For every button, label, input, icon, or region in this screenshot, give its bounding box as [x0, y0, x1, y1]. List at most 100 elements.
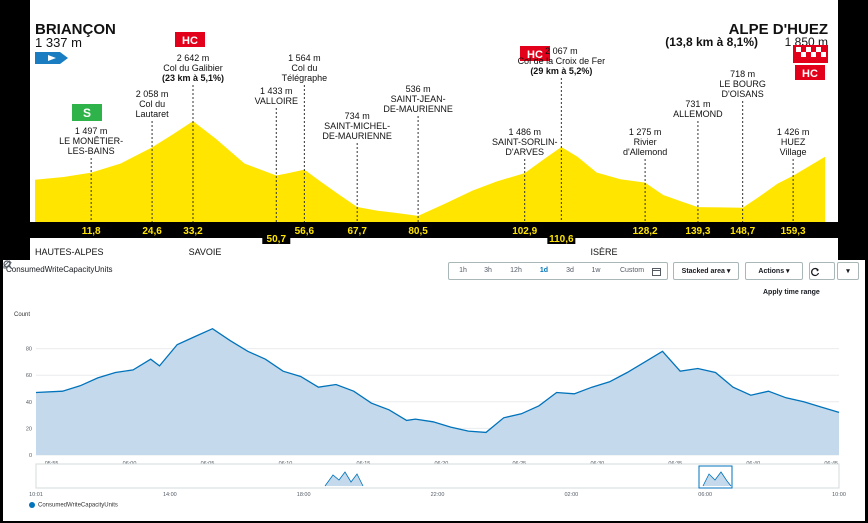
check-square — [806, 47, 811, 52]
range-1h[interactable]: 1h — [459, 267, 467, 274]
place-label: 1 275 m — [629, 127, 662, 137]
place-label: Col du — [139, 99, 165, 109]
actions-dropdown[interactable]: Actions ▾ — [745, 262, 803, 280]
place-label: SAINT-MICHEL- — [324, 121, 390, 131]
sprint-badge: S — [72, 104, 102, 121]
place-label: VALLOIRE — [255, 96, 298, 106]
hc-badge-label: HC — [527, 49, 543, 61]
chart-type-dropdown[interactable]: Stacked area ▾ — [673, 262, 739, 280]
range-3d[interactable]: 3d — [566, 267, 574, 274]
region-labels: HAUTES-ALPES SAVOIE ISÈRE — [35, 247, 618, 257]
range-1d[interactable]: 1d — [539, 267, 549, 274]
km-label: 148,7 — [730, 226, 755, 237]
checkered-pattern — [796, 47, 826, 57]
km-label: 159,3 — [781, 226, 806, 237]
caret-down-icon: ▾ — [786, 268, 790, 275]
range-1w[interactable]: 1w — [591, 267, 601, 274]
sprint-icon — [72, 104, 102, 121]
chart-series — [35, 327, 840, 455]
caret-down-icon: ▾ — [846, 268, 850, 275]
stage-profile-image: BRIANÇON 1 337 m ALPE D'HUEZ (13,8 km à … — [30, 0, 838, 260]
navigator-tick-label: 22:00 — [431, 492, 445, 498]
y-tick-label: 80 — [26, 347, 32, 353]
place-label: 1 426 m — [777, 127, 810, 137]
km-label: 102,9 — [512, 226, 537, 237]
km-label: 128,2 — [633, 226, 658, 237]
place-label: 1 486 m — [508, 127, 541, 137]
place-label: d'Allemond — [623, 147, 667, 157]
place-label: D'ARVES — [505, 147, 544, 157]
place-label: Télégraphe — [282, 73, 328, 83]
km-label: 80,5 — [408, 226, 428, 237]
navigator-series — [324, 471, 364, 487]
zoom-icon[interactable] — [3, 260, 13, 270]
navigator-tick-label: 18:00 — [297, 492, 311, 498]
series-area — [36, 328, 839, 455]
navigator-track — [35, 463, 840, 489]
legend-label: ConsumedWriteCapacityUnits — [38, 502, 118, 509]
sprint-badge-label: S — [83, 106, 91, 120]
hc-badge — [520, 46, 550, 61]
start-name: BRIANÇON — [35, 21, 116, 38]
km-label: 11,8 — [82, 226, 101, 237]
place-label: 536 m — [406, 84, 431, 94]
place-label: 734 m — [345, 111, 370, 121]
chart-type-label: Stacked area — [681, 268, 725, 275]
km-label: 139,3 — [685, 226, 710, 237]
time-navigator[interactable]: 10:01 14:00 18:00 22:00 02:00 06:00 10:00 — [29, 463, 846, 498]
refresh-icon — [811, 267, 820, 277]
region-label: HAUTES-ALPES — [35, 247, 104, 257]
place-label: 718 m — [730, 69, 755, 79]
hc-badge-label: HC — [802, 68, 818, 80]
navigator-tick-label: 14:00 — [163, 492, 177, 498]
refresh-button[interactable] — [809, 262, 835, 280]
y-tick-label: 60 — [26, 373, 32, 379]
range-custom[interactable]: Custom — [619, 267, 645, 274]
navigator-tick-label: 10:01 — [29, 492, 43, 498]
place-label: DE-MAURIENNE — [383, 104, 453, 114]
y-axis-label: Count — [14, 312, 30, 318]
legend-swatch — [29, 502, 35, 508]
place-label: SAINT-SORLIN- — [492, 137, 558, 147]
place-label: Lautaret — [136, 109, 170, 119]
check-square — [816, 47, 821, 52]
hc-badge — [175, 32, 205, 47]
calendar-icon[interactable] — [652, 267, 661, 276]
refresh-options-dropdown[interactable]: ▾ — [837, 262, 859, 280]
place-label: Col de la Croix de Fer — [518, 56, 606, 66]
place-label: 2 067 m — [545, 46, 578, 56]
caret-down-icon: ▾ — [726, 268, 731, 275]
km-label-bg — [262, 232, 291, 244]
place-label: Village — [780, 147, 807, 157]
place-label: 2 058 m — [136, 89, 169, 99]
check-square — [821, 52, 826, 57]
elevation-profile — [35, 121, 825, 222]
km-label: 110,6 — [549, 234, 574, 245]
navigator-tick-label: 10:00 — [832, 492, 846, 498]
check-square — [811, 52, 816, 57]
actions-label: Actions — [758, 268, 785, 275]
range-3h[interactable]: 3h — [484, 267, 492, 274]
check-square — [801, 52, 806, 57]
place-label: 2 642 m — [177, 53, 210, 63]
apply-time-range-link[interactable]: Apply time range — [763, 289, 820, 296]
place-label: LES-BAINS — [68, 146, 115, 156]
place-label: LE BOURG — [719, 79, 766, 89]
finish-details: (13,8 km à 8,1%) — [665, 35, 758, 49]
place-label: 1 497 m — [75, 126, 108, 136]
check-square — [796, 47, 801, 52]
place-label: 1 564 m — [288, 53, 321, 63]
edit-icon[interactable] — [3, 260, 12, 269]
range-12h[interactable]: 12h — [510, 267, 522, 274]
start-altitude: 1 337 m — [35, 35, 82, 50]
region-label: ISÈRE — [590, 247, 617, 257]
km-label: 56,6 — [295, 226, 315, 237]
hc-badge — [795, 65, 825, 80]
km-label-bg — [547, 232, 576, 244]
km-label: 67,7 — [347, 226, 367, 237]
stage-profile-svg: BRIANÇON 1 337 m ALPE D'HUEZ (13,8 km à … — [30, 21, 838, 257]
place-label: 731 m — [685, 99, 710, 109]
km-bar: 11,8 24,6 33,2 50,7 56,6 67,7 80,5 102,9 110,6 12… — [30, 222, 838, 245]
play-arrow-icon — [48, 55, 56, 61]
